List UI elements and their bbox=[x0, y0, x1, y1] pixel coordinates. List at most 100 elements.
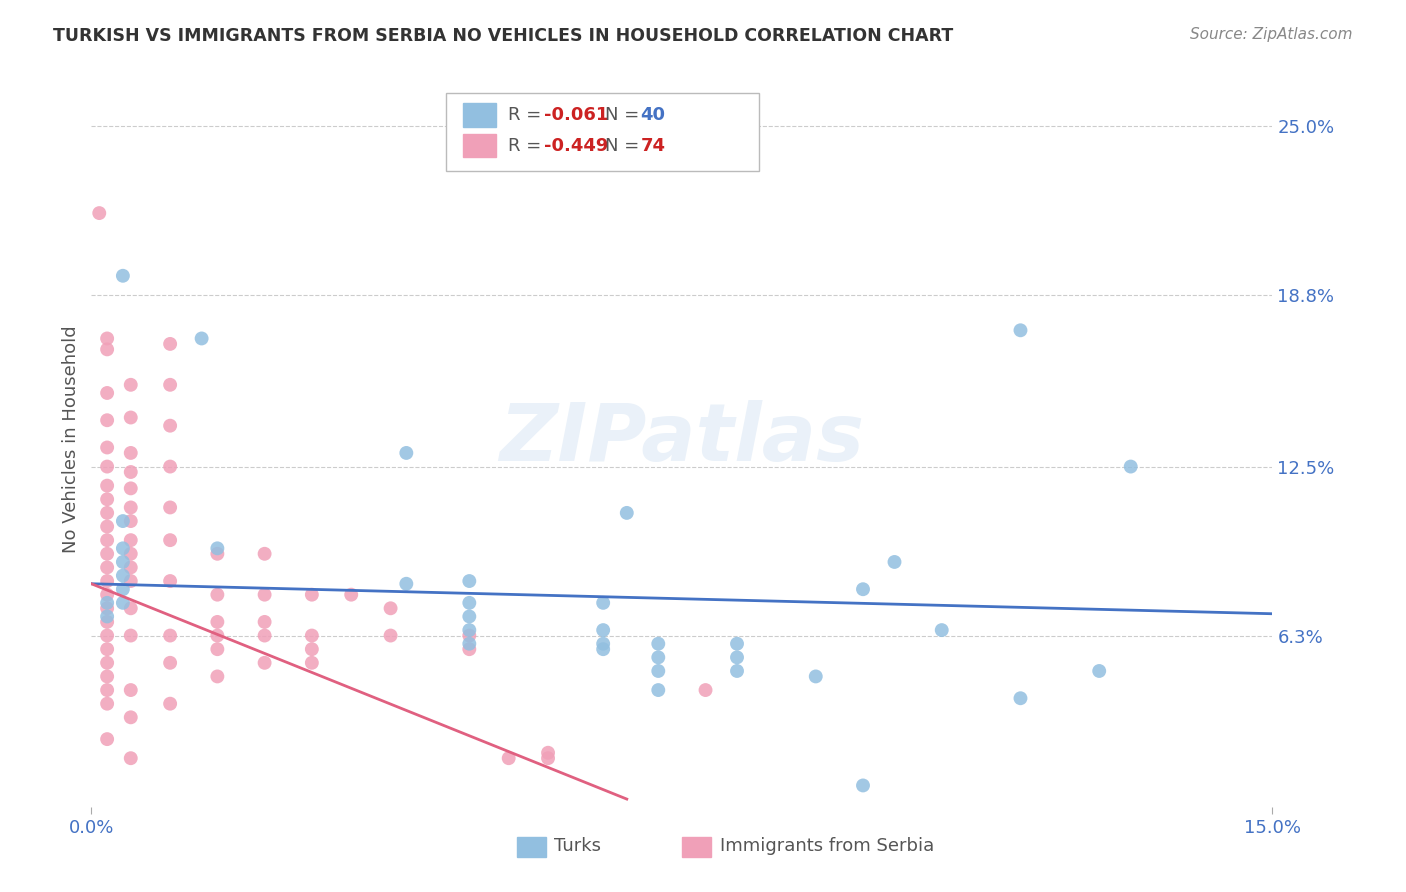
Text: TURKISH VS IMMIGRANTS FROM SERBIA NO VEHICLES IN HOUSEHOLD CORRELATION CHART: TURKISH VS IMMIGRANTS FROM SERBIA NO VEH… bbox=[53, 27, 953, 45]
Point bbox=[96, 506, 118, 520]
Point bbox=[159, 574, 181, 588]
Point bbox=[592, 596, 614, 610]
Text: R =: R = bbox=[509, 106, 547, 124]
Point bbox=[96, 441, 118, 455]
Point bbox=[96, 478, 118, 492]
Point bbox=[616, 506, 638, 520]
Point bbox=[458, 623, 481, 637]
Point bbox=[207, 642, 229, 657]
Point bbox=[380, 629, 402, 643]
Point bbox=[159, 533, 181, 548]
Point bbox=[96, 343, 118, 357]
Point bbox=[1088, 664, 1111, 678]
FancyBboxPatch shape bbox=[516, 837, 546, 857]
Point bbox=[120, 465, 142, 479]
Point bbox=[725, 650, 748, 665]
Point bbox=[120, 751, 142, 765]
Text: 74: 74 bbox=[641, 136, 665, 154]
Point bbox=[253, 656, 276, 670]
Point bbox=[120, 629, 142, 643]
Point bbox=[120, 514, 142, 528]
FancyBboxPatch shape bbox=[446, 94, 759, 170]
Point bbox=[647, 650, 669, 665]
Point bbox=[301, 588, 323, 602]
Point bbox=[111, 268, 134, 283]
Point bbox=[647, 664, 669, 678]
Point bbox=[111, 514, 134, 528]
Point bbox=[96, 669, 118, 683]
Point bbox=[458, 596, 481, 610]
Point bbox=[253, 629, 276, 643]
Point bbox=[159, 697, 181, 711]
Text: 40: 40 bbox=[641, 106, 665, 124]
Point bbox=[159, 656, 181, 670]
Point bbox=[207, 669, 229, 683]
Point bbox=[111, 555, 134, 569]
Point bbox=[207, 547, 229, 561]
Text: Turks: Turks bbox=[554, 837, 602, 855]
Point bbox=[111, 582, 134, 597]
Point bbox=[96, 683, 118, 698]
Text: ZIPatlas: ZIPatlas bbox=[499, 401, 865, 478]
FancyBboxPatch shape bbox=[464, 134, 496, 158]
Point bbox=[1119, 459, 1142, 474]
Point bbox=[395, 576, 418, 591]
Point bbox=[96, 642, 118, 657]
Point bbox=[159, 629, 181, 643]
Point bbox=[120, 683, 142, 698]
Text: -0.449: -0.449 bbox=[544, 136, 609, 154]
Point bbox=[96, 386, 118, 401]
Point bbox=[159, 500, 181, 515]
Point bbox=[537, 746, 560, 760]
Point bbox=[111, 568, 134, 582]
Point bbox=[159, 418, 181, 433]
Y-axis label: No Vehicles in Household: No Vehicles in Household bbox=[62, 326, 80, 553]
Point bbox=[159, 459, 181, 474]
Point bbox=[301, 642, 323, 657]
Point bbox=[120, 601, 142, 615]
Point bbox=[120, 482, 142, 496]
Point bbox=[96, 615, 118, 629]
Point bbox=[96, 609, 118, 624]
Point bbox=[96, 519, 118, 533]
Point bbox=[725, 637, 748, 651]
Text: Immigrants from Serbia: Immigrants from Serbia bbox=[720, 837, 934, 855]
Point bbox=[96, 533, 118, 548]
Point bbox=[96, 732, 118, 747]
Point bbox=[592, 623, 614, 637]
Point bbox=[458, 629, 481, 643]
Point bbox=[498, 751, 520, 765]
Point bbox=[340, 588, 363, 602]
Point bbox=[804, 669, 827, 683]
Point bbox=[458, 637, 481, 651]
Point bbox=[120, 377, 142, 392]
Text: R =: R = bbox=[509, 136, 547, 154]
Point bbox=[207, 629, 229, 643]
Point bbox=[96, 560, 118, 574]
Point bbox=[96, 574, 118, 588]
Point bbox=[852, 779, 875, 793]
Point bbox=[96, 459, 118, 474]
Point bbox=[96, 697, 118, 711]
Point bbox=[89, 206, 111, 220]
Text: N =: N = bbox=[605, 136, 645, 154]
Point bbox=[96, 601, 118, 615]
Point bbox=[96, 596, 118, 610]
Point bbox=[96, 547, 118, 561]
Point bbox=[96, 413, 118, 427]
Point bbox=[96, 629, 118, 643]
Point bbox=[120, 410, 142, 425]
Point bbox=[120, 560, 142, 574]
Point bbox=[395, 446, 418, 460]
FancyBboxPatch shape bbox=[682, 837, 711, 857]
Point bbox=[458, 642, 481, 657]
Text: -0.061: -0.061 bbox=[544, 106, 609, 124]
Point bbox=[120, 574, 142, 588]
Point bbox=[111, 541, 134, 556]
Point bbox=[207, 541, 229, 556]
Point bbox=[592, 637, 614, 651]
Point bbox=[301, 629, 323, 643]
Point bbox=[647, 683, 669, 698]
Point bbox=[380, 601, 402, 615]
Point bbox=[120, 547, 142, 561]
